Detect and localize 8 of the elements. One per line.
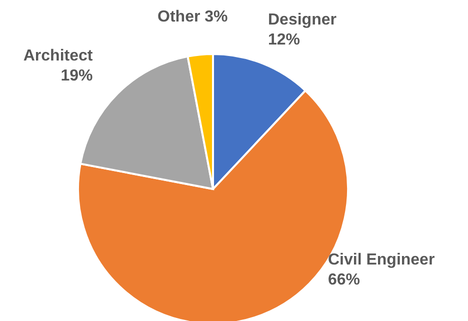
data-label: 3% xyxy=(204,8,228,26)
slice-label: Architect xyxy=(23,48,94,65)
slice-label: Civil Engineer xyxy=(328,251,435,268)
slice-label: Other xyxy=(158,8,200,26)
slice-label: Designer xyxy=(268,11,336,28)
data-label: 66% xyxy=(328,271,360,288)
data-label: 12% xyxy=(268,31,300,48)
data-label: 19% xyxy=(60,68,93,85)
